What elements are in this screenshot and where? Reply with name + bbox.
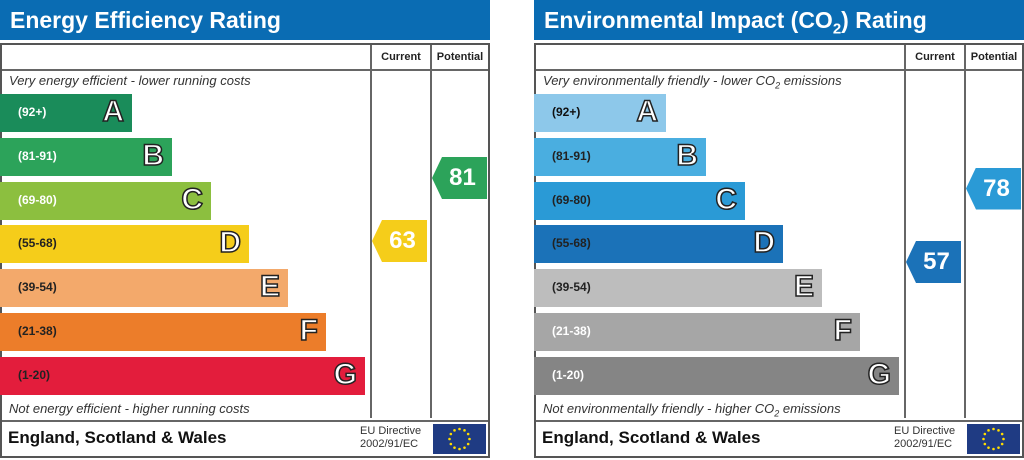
rating-band-b: (81-91) B <box>534 137 706 176</box>
band-range: (21-38) <box>552 324 591 338</box>
rating-band-b: (81-91) B <box>0 137 172 176</box>
rating-band-d: (55-68) D <box>534 225 783 264</box>
band-letter: C <box>181 182 204 217</box>
bottom-caption-end: emissions <box>779 401 841 416</box>
band-range: (39-54) <box>552 280 591 295</box>
header-divider <box>2 69 488 71</box>
potential-rating-arrow: 81 <box>432 157 487 199</box>
eu-flag-icon <box>433 424 486 454</box>
rating-band-g: (1-20) G <box>534 356 899 395</box>
footer-divider <box>2 420 488 422</box>
environmental-impact-panel: Environmental Impact (CO2) Rating Current… <box>534 0 1024 460</box>
band-letter: G <box>333 357 358 392</box>
band-letter: F <box>299 313 319 348</box>
bottom-caption-text: Not energy efficient - higher running co… <box>9 401 250 416</box>
band-letter: B <box>142 138 165 173</box>
rating-band-c: (69-80) C <box>0 181 211 220</box>
chart-title: Energy Efficiency Rating <box>0 0 490 40</box>
rating-band-f: (21-38) F <box>0 313 326 351</box>
band-range: (55-68) <box>552 236 591 251</box>
top-caption: Very energy efficient - lower running co… <box>9 73 251 88</box>
footer-divider <box>536 420 1022 422</box>
band-letter: B <box>676 138 699 173</box>
rating-band-d: (55-68) D <box>0 225 249 264</box>
rating-band-f: (21-38) F <box>534 313 860 351</box>
top-caption-text: Very energy efficient - lower running co… <box>9 73 251 88</box>
eu-directive: EU Directive 2002/91/EC <box>894 425 955 451</box>
directive-line-1: EU Directive <box>894 425 956 437</box>
band-letter: C <box>715 182 738 217</box>
top-caption: Very environmentally friendly - lower CO… <box>543 73 842 91</box>
current-column-divider <box>904 45 906 418</box>
band-range: (92+) <box>552 105 581 119</box>
band-letter: F <box>833 313 853 348</box>
title-text: Energy Efficiency Rating <box>10 7 281 33</box>
band-letter: A <box>102 94 125 129</box>
rating-band-a: (92+) A <box>534 94 666 132</box>
bottom-caption-text: Not environmentally friendly - higher CO <box>543 401 775 416</box>
current-column-header: Current <box>915 51 955 63</box>
co2-subscript: 2 <box>774 408 780 419</box>
top-caption-text: Very environmentally friendly - lower CO <box>543 73 776 88</box>
directive-line-2: 2002/91/EC <box>894 438 953 450</box>
eu-directive: EU Directive 2002/91/EC <box>360 425 421 451</box>
potential-rating-arrow: 78 <box>966 167 1021 210</box>
directive-line-2: 2002/91/EC <box>360 438 419 450</box>
bottom-caption: Not environmentally friendly - higher CO… <box>543 401 841 419</box>
band-letter: A <box>636 94 659 129</box>
current-column-header: Current <box>381 51 421 63</box>
band-letter: D <box>753 226 776 261</box>
potential-column-divider <box>430 45 432 418</box>
co2-subscript: 2 <box>775 80 781 91</box>
band-letter: D <box>219 226 242 261</box>
rating-band-c: (69-80) C <box>534 181 745 220</box>
bottom-caption: Not energy efficient - higher running co… <box>9 401 250 416</box>
directive-line-1: EU Directive <box>360 425 422 437</box>
title-subscript: 2 <box>832 20 842 38</box>
rating-band-e: (39-54) E <box>534 269 822 308</box>
title-text: Environmental Impact (CO <box>544 7 833 33</box>
band-range: (1-20) <box>18 367 51 382</box>
band-range: (81-91) <box>18 148 57 163</box>
title-end: ) Rating <box>841 7 927 33</box>
band-letter: E <box>259 269 281 304</box>
region-label: England, Scotland & Wales <box>542 428 761 447</box>
band-range: (69-80) <box>552 192 591 207</box>
potential-column-header: Potential <box>436 51 484 63</box>
current-rating-arrow: 63 <box>372 220 427 262</box>
rating-band-g: (1-20) G <box>0 356 365 395</box>
current-column-divider <box>370 45 372 418</box>
top-caption-end: emissions <box>780 73 842 88</box>
band-range: (39-54) <box>18 280 57 295</box>
band-range: (69-80) <box>18 192 57 207</box>
band-range: (92+) <box>18 105 47 119</box>
potential-column-divider <box>964 45 966 418</box>
band-range: (1-20) <box>552 367 585 382</box>
rating-band-a: (92+) A <box>0 94 132 132</box>
header-divider <box>536 69 1022 71</box>
band-range: (55-68) <box>18 236 57 251</box>
chart-title: Environmental Impact (CO2) Rating <box>534 0 1024 40</box>
band-range: (81-91) <box>552 148 591 163</box>
rating-band-e: (39-54) E <box>0 269 288 308</box>
potential-column-header: Potential <box>970 51 1018 63</box>
band-letter: G <box>867 357 892 392</box>
band-letter: E <box>793 269 815 304</box>
energy-efficiency-panel: Energy Efficiency Rating Current Potential… <box>0 0 490 460</box>
region-label: England, Scotland & Wales <box>8 428 227 447</box>
band-range: (21-38) <box>18 324 57 338</box>
eu-flag-icon <box>967 424 1020 454</box>
current-rating-arrow: 57 <box>906 241 961 283</box>
